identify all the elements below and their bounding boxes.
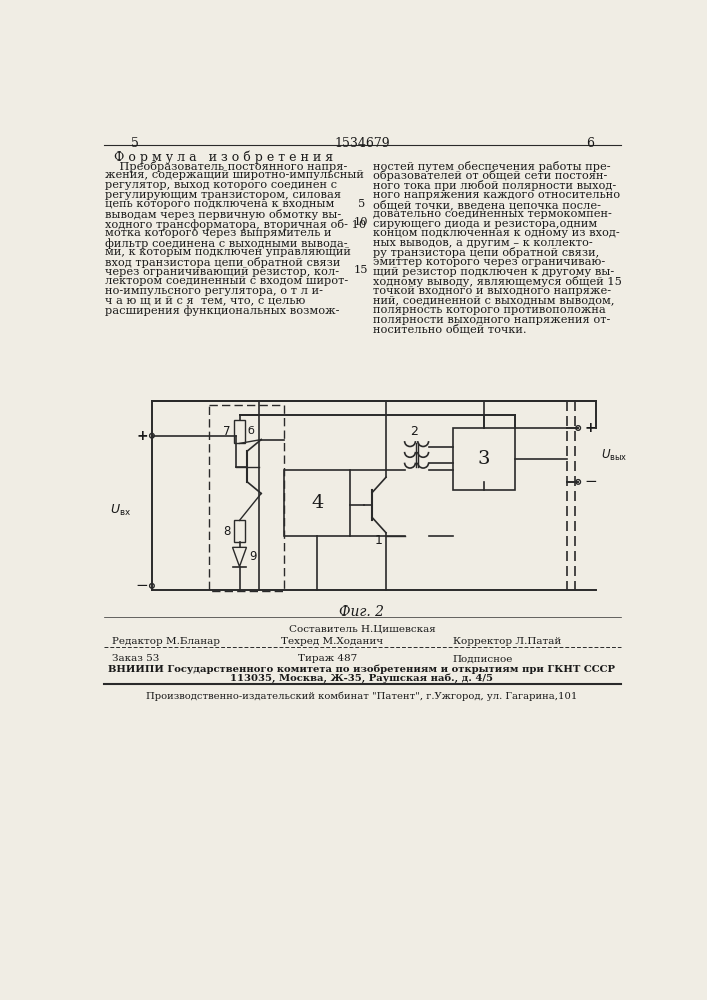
Text: выводам через первичную обмотку вы-: выводам через первичную обмотку вы- bbox=[105, 209, 341, 220]
Text: ного напряжения каждого относительно: ного напряжения каждого относительно bbox=[373, 190, 620, 200]
Bar bbox=[284, 470, 351, 536]
Text: Преобразователь постоянного напря-: Преобразователь постоянного напря- bbox=[105, 161, 348, 172]
Text: вход транзистора цепи обратной связи: вход транзистора цепи обратной связи bbox=[105, 257, 341, 268]
Text: ВНИИПИ Государственного комитета по изобретениям и открытиям при ГКНТ СССР: ВНИИПИ Государственного комитета по изоб… bbox=[108, 664, 616, 674]
Text: расширения функциональных возмож-: расширения функциональных возмож- bbox=[105, 305, 340, 316]
Text: Заказ 53: Заказ 53 bbox=[112, 654, 159, 663]
Bar bbox=[452, 428, 515, 490]
Text: Редактор М.Бланар: Редактор М.Бланар bbox=[112, 637, 220, 646]
Text: ного тока при любой полярности выход-: ного тока при любой полярности выход- bbox=[373, 180, 616, 191]
Text: но-импульсного регулятора, о т л и-: но-импульсного регулятора, о т л и- bbox=[105, 286, 323, 296]
Text: регулятор, выход которого соединен с: регулятор, выход которого соединен с bbox=[105, 180, 337, 190]
Text: Составитель Н.Цишевская: Составитель Н.Цишевская bbox=[288, 624, 436, 633]
Text: ч а ю щ и й с я  тем, что, с целью: ч а ю щ и й с я тем, что, с целью bbox=[105, 296, 306, 306]
Text: Техред М.Ходанич: Техред М.Ходанич bbox=[281, 637, 382, 646]
Text: Подписное: Подписное bbox=[452, 654, 513, 663]
Text: 1: 1 bbox=[374, 534, 382, 547]
Text: ми, к которым подключен управляющий: ми, к которым подключен управляющий bbox=[105, 247, 351, 257]
Text: 8: 8 bbox=[223, 525, 230, 538]
Text: Производственно-издательский комбинат "Патент", г.Ужгород, ул. Гагарина,101: Производственно-издательский комбинат "П… bbox=[146, 691, 578, 701]
Text: Корректор Л.Патай: Корректор Л.Патай bbox=[452, 637, 561, 646]
Text: $U_{\text{вых}}$: $U_{\text{вых}}$ bbox=[602, 447, 628, 462]
Text: ру транзистора цепи обратной связи,: ру транзистора цепи обратной связи, bbox=[373, 247, 599, 258]
Text: мотка которого через выпрямитель и: мотка которого через выпрямитель и bbox=[105, 228, 332, 238]
Text: жения, содержащий широтно-импульсный: жения, содержащий широтно-импульсный bbox=[105, 170, 364, 180]
Text: $U_{\text{вх}}$: $U_{\text{вх}}$ bbox=[110, 503, 132, 518]
Bar bbox=[234, 420, 245, 443]
Text: 7: 7 bbox=[223, 425, 230, 438]
Text: 6: 6 bbox=[586, 137, 594, 150]
Text: концом подключенная к одному из вход-: концом подключенная к одному из вход- bbox=[373, 228, 619, 238]
Text: образователей от общей сети постоян-: образователей от общей сети постоян- bbox=[373, 170, 607, 181]
Text: полярности выходного напряжения от-: полярности выходного напряжения от- bbox=[373, 315, 610, 325]
Text: Фиг. 2: Фиг. 2 bbox=[339, 605, 385, 619]
Text: ходному выводу, являющемуся общей 15: ходному выводу, являющемуся общей 15 bbox=[373, 276, 621, 287]
Text: цепь которого подключена к входным: цепь которого подключена к входным bbox=[105, 199, 335, 209]
Text: общей точки, введена цепочка после-: общей точки, введена цепочка после- bbox=[373, 199, 601, 210]
Text: 5: 5 bbox=[358, 199, 365, 209]
Text: фильтр соединена с выходными вывода-: фильтр соединена с выходными вывода- bbox=[105, 238, 348, 249]
Text: ходного трансформатора, вторичная об- 10: ходного трансформатора, вторичная об- 10 bbox=[105, 219, 366, 230]
Text: сирующего диода и резистора,одним: сирующего диода и резистора,одним bbox=[373, 219, 597, 229]
Text: 3: 3 bbox=[477, 450, 490, 468]
Text: ных выводов, а другим – к коллекто-: ных выводов, а другим – к коллекто- bbox=[373, 238, 592, 248]
Text: щий резистор подключен к другому вы-: щий резистор подключен к другому вы- bbox=[373, 267, 614, 277]
Text: −: − bbox=[135, 578, 148, 593]
Text: эмиттер которого через ограничиваю-: эмиттер которого через ограничиваю- bbox=[373, 257, 605, 267]
Bar bbox=[234, 520, 245, 542]
Text: лектором соединенный с входом широт-: лектором соединенный с входом широт- bbox=[105, 276, 349, 286]
Text: точкой входного и выходного напряже-: точкой входного и выходного напряже- bbox=[373, 286, 611, 296]
Text: Ф о р м у л а   и з о б р е т е н и я: Ф о р м у л а и з о б р е т е н и я bbox=[115, 151, 334, 164]
Text: 15: 15 bbox=[354, 265, 368, 275]
Text: +: + bbox=[136, 429, 148, 443]
Text: носительно общей точки.: носительно общей точки. bbox=[373, 324, 527, 335]
Text: б: б bbox=[247, 426, 255, 436]
Text: 9: 9 bbox=[249, 550, 257, 563]
Text: 2: 2 bbox=[410, 425, 418, 438]
Text: 10: 10 bbox=[354, 217, 368, 227]
Text: Тираж 487: Тираж 487 bbox=[298, 654, 357, 663]
Text: через ограничивающий резистор, кол-: через ограничивающий резистор, кол- bbox=[105, 267, 339, 277]
Text: 5: 5 bbox=[131, 137, 139, 150]
Text: 1534679: 1534679 bbox=[334, 137, 390, 150]
Text: +: + bbox=[585, 421, 596, 435]
Text: 113035, Москва, Ж-35, Раушская наб., д. 4/5: 113035, Москва, Ж-35, Раушская наб., д. … bbox=[230, 674, 493, 683]
Text: 4: 4 bbox=[311, 494, 324, 512]
Text: −: − bbox=[585, 474, 597, 489]
Text: довательно соединенных термокомпен-: довательно соединенных термокомпен- bbox=[373, 209, 612, 219]
Text: ностей путем обеспечения работы пре-: ностей путем обеспечения работы пре- bbox=[373, 161, 610, 172]
Text: регулирующим транзистором, силовая: регулирующим транзистором, силовая bbox=[105, 190, 341, 200]
Text: ний, соединенной с выходным выводом,: ний, соединенной с выходным выводом, bbox=[373, 296, 614, 306]
Text: полярность которого противоположна: полярность которого противоположна bbox=[373, 305, 606, 315]
